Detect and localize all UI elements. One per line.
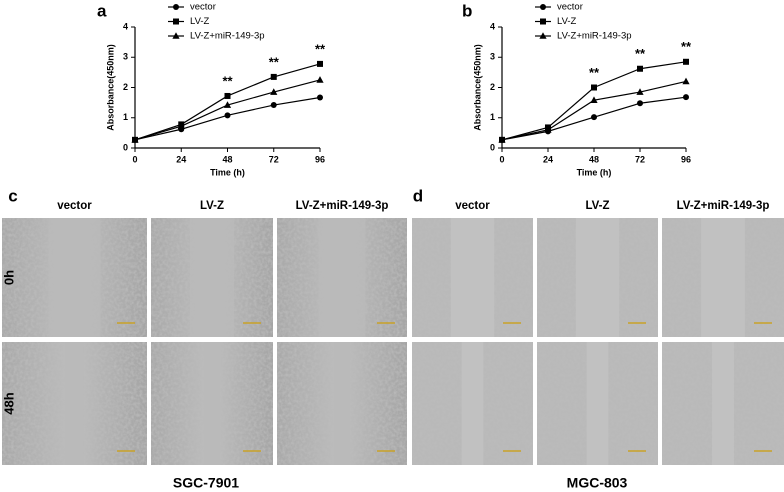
wound-area xyxy=(461,342,484,465)
x-axis-label: Time (h) xyxy=(210,167,245,177)
marker xyxy=(590,96,598,104)
column-label: vector xyxy=(455,200,490,212)
x-tick-label: 96 xyxy=(681,154,691,164)
marker xyxy=(224,92,231,99)
legend-marker xyxy=(539,32,547,39)
marker xyxy=(270,88,278,95)
x-tick-label: 24 xyxy=(543,154,553,164)
legend-label: LV-Z xyxy=(557,16,577,27)
cell-line-label: SGC-7901 xyxy=(173,475,239,491)
y-tick-label: 2 xyxy=(490,82,495,92)
marker xyxy=(682,77,690,85)
marker xyxy=(637,65,643,72)
annotation: ** xyxy=(589,65,600,80)
panel-letter: c xyxy=(8,186,17,205)
panel-letter: a xyxy=(97,1,107,20)
x-tick-label: 72 xyxy=(635,154,645,164)
marker xyxy=(591,84,597,91)
marker xyxy=(683,58,689,65)
marker xyxy=(637,100,643,107)
y-tick-label: 2 xyxy=(123,82,128,92)
annotation: ** xyxy=(315,41,326,56)
y-tick-label: 4 xyxy=(490,21,495,31)
x-tick-label: 96 xyxy=(315,154,325,164)
marker xyxy=(683,94,689,101)
panel-letter: d xyxy=(413,186,423,205)
marker xyxy=(177,122,185,130)
wound-area xyxy=(575,218,620,337)
wound-area xyxy=(586,342,609,465)
wound-area xyxy=(334,342,350,465)
y-tick-label: 3 xyxy=(490,52,495,62)
annotation: ** xyxy=(681,39,692,54)
x-tick-label: 0 xyxy=(132,154,137,164)
y-tick-label: 1 xyxy=(490,112,495,122)
marker xyxy=(498,136,506,143)
y-tick-label: 1 xyxy=(123,112,128,122)
marker xyxy=(317,60,323,67)
marker xyxy=(223,101,232,108)
x-tick-label: 48 xyxy=(222,154,232,164)
wound-area xyxy=(48,218,101,337)
wound-area xyxy=(712,342,734,465)
marker xyxy=(544,126,552,133)
legend-marker xyxy=(540,18,546,25)
y-axis-label: Absorbance(450nm) xyxy=(472,44,482,131)
x-axis-label: Time (h) xyxy=(577,167,612,177)
row-label: 48h xyxy=(1,392,16,414)
legend-label: LV-Z+miR-149-3p xyxy=(190,31,265,42)
marker xyxy=(131,136,139,143)
x-tick-label: 72 xyxy=(269,154,279,164)
annotation: ** xyxy=(269,54,280,69)
annotation: ** xyxy=(635,46,646,61)
legend-label: vector xyxy=(557,2,583,13)
marker xyxy=(270,73,277,80)
column-label: LV-Z+miR-149-3p xyxy=(677,200,770,212)
marker xyxy=(270,102,277,109)
x-tick-label: 48 xyxy=(589,154,599,164)
x-tick-label: 0 xyxy=(499,154,504,164)
marker xyxy=(591,114,597,121)
marker xyxy=(317,94,323,101)
wound-area xyxy=(701,218,745,337)
marker xyxy=(636,88,644,95)
legend-label: vector xyxy=(190,2,216,13)
y-axis-label: Absorbance(450nm) xyxy=(105,44,115,131)
legend-label: LV-Z+miR-149-3p xyxy=(557,31,632,42)
legend-marker xyxy=(173,4,179,10)
column-label: vector xyxy=(57,200,92,212)
column-label: LV-Z+miR-149-3p xyxy=(296,200,389,212)
wound-area xyxy=(318,218,366,337)
marker xyxy=(316,76,324,83)
y-tick-label: 0 xyxy=(490,142,495,152)
y-tick-label: 3 xyxy=(123,52,128,62)
legend-label: LV-Z xyxy=(190,16,210,27)
column-label: LV-Z xyxy=(585,200,609,212)
marker xyxy=(224,112,231,119)
wound-area xyxy=(65,342,84,465)
cell-line-label: MGC-803 xyxy=(567,475,628,491)
wound-area xyxy=(190,218,234,337)
annotation: ** xyxy=(222,73,233,88)
legend-marker xyxy=(172,32,180,39)
y-tick-label: 0 xyxy=(123,142,128,152)
panel-letter: b xyxy=(462,1,472,20)
wound-area xyxy=(450,218,495,337)
x-tick-label: 24 xyxy=(176,154,186,164)
y-tick-label: 4 xyxy=(123,21,128,31)
row-label: 0h xyxy=(1,270,16,285)
legend-marker xyxy=(540,4,546,10)
legend-marker xyxy=(173,18,179,25)
column-label: LV-Z xyxy=(200,200,224,212)
wound-area xyxy=(204,342,220,465)
